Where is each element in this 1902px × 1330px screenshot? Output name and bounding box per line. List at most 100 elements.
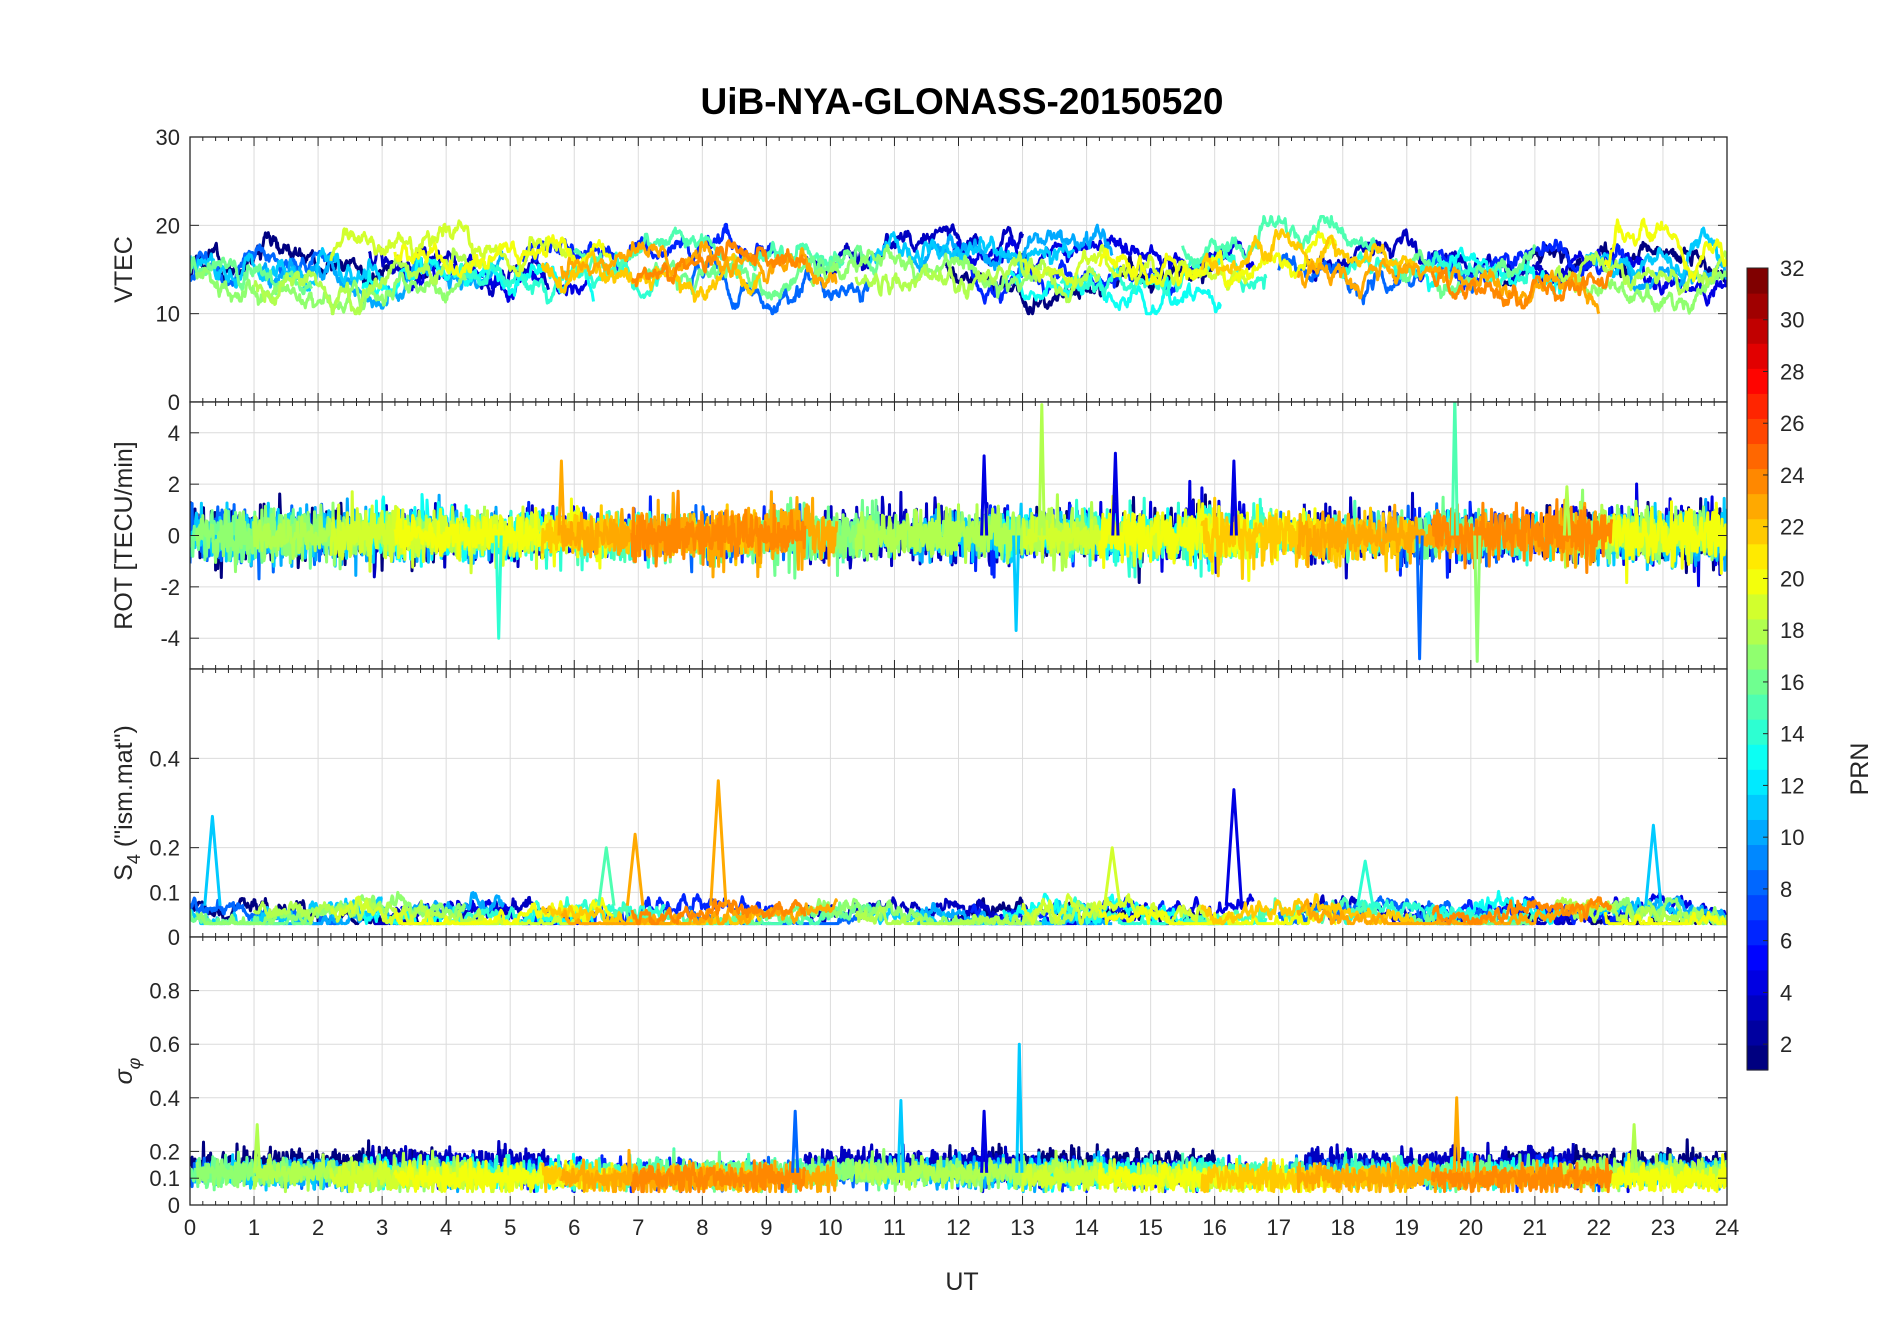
x-tick-label: 20 bbox=[1459, 1215, 1483, 1240]
colorbar-tick-label: 24 bbox=[1780, 463, 1804, 488]
colorbar-tick-label: 18 bbox=[1780, 618, 1804, 643]
colorbar-level bbox=[1747, 869, 1768, 896]
x-tick-label: 6 bbox=[568, 1215, 580, 1240]
trace-prn-17 bbox=[1571, 270, 1727, 315]
panel-sigma_phi: 00.10.2 0.4 0.6 0.8 σφ bbox=[110, 936, 1728, 1218]
spike-prn-4 bbox=[1224, 788, 1244, 906]
spike-prn-18 bbox=[1630, 1123, 1639, 1173]
spike-prn-19 bbox=[1103, 846, 1122, 906]
colorbar-level bbox=[1747, 994, 1768, 1021]
y-tick-label: 0 bbox=[168, 390, 180, 415]
y-axis-label-rot: ROT [TECU/min] bbox=[110, 441, 138, 629]
spike-prn-11 bbox=[1015, 1042, 1024, 1173]
x-tick-label: 23 bbox=[1651, 1215, 1675, 1240]
colorbar-level bbox=[1747, 518, 1768, 545]
spike-prn-23 bbox=[1452, 1096, 1461, 1173]
trace-prn-20 bbox=[1603, 910, 1727, 926]
trace-prn-20 bbox=[394, 897, 615, 926]
colorbar-level bbox=[1747, 368, 1768, 394]
panel-ticks bbox=[189, 669, 1728, 938]
colorbar-level bbox=[1747, 618, 1768, 645]
colorbar-tick-label: 6 bbox=[1780, 929, 1792, 954]
colorbar-level bbox=[1747, 568, 1768, 595]
colorbar-label: PRN bbox=[1846, 743, 1874, 796]
y-tick-label: 4 bbox=[168, 421, 180, 446]
y-tick-label: -2 bbox=[160, 575, 180, 600]
y-axis-label-subscript: 4 bbox=[124, 854, 144, 864]
colorbar-level bbox=[1747, 343, 1768, 369]
x-tick-label: 2 bbox=[312, 1215, 324, 1240]
y-tick-label: -4 bbox=[160, 626, 180, 651]
colorbar-frame bbox=[1746, 267, 1769, 1071]
spike-prn-4 bbox=[1229, 459, 1238, 536]
panel-traces bbox=[190, 215, 1727, 316]
y-tick-label: 0.4 bbox=[149, 746, 180, 771]
y-tick-label: 0.1 bbox=[149, 880, 180, 905]
x-tick-label: 4 bbox=[440, 1215, 452, 1240]
spike-prn-18 bbox=[253, 1123, 262, 1173]
colorbar-tick-label: 8 bbox=[1780, 877, 1792, 902]
colorbar-level bbox=[1747, 593, 1768, 620]
colorbar-tick-label: 22 bbox=[1780, 515, 1804, 540]
x-tick-label: 11 bbox=[883, 1215, 906, 1240]
colorbar-tick-label: 30 bbox=[1780, 308, 1804, 333]
y-tick-label: 0.8 bbox=[149, 979, 180, 1004]
colorbar-tick-label: 12 bbox=[1780, 773, 1804, 798]
trace-prn-20 bbox=[1098, 230, 1338, 289]
x-tick-label: 12 bbox=[946, 1215, 970, 1240]
spike-prn-23 bbox=[625, 832, 645, 906]
x-tick-label: 13 bbox=[1010, 1215, 1034, 1240]
y-axis-label-s4: S4 ("ism.mat") bbox=[110, 725, 144, 881]
trace-prn-24 bbox=[1430, 1155, 1614, 1194]
y-tick-label: 0.2 bbox=[149, 1139, 180, 1164]
trace-prn-24 bbox=[1430, 498, 1614, 574]
trace-prn-20 bbox=[1603, 1152, 1727, 1194]
trace-prn-22 bbox=[1200, 228, 1415, 275]
trace-prn-20 bbox=[1603, 217, 1727, 283]
spike-prn-15 bbox=[597, 846, 616, 906]
colorbar-level bbox=[1747, 794, 1768, 820]
x-tick-label: 8 bbox=[696, 1215, 708, 1240]
colorbar-level bbox=[1747, 944, 1768, 971]
colorbar-level bbox=[1747, 769, 1768, 795]
y-axis-label-vtec: VTEC bbox=[110, 236, 138, 303]
trace-prn-24 bbox=[630, 1159, 807, 1194]
x-tick-label: 19 bbox=[1395, 1215, 1419, 1240]
spike-prn-14 bbox=[1356, 859, 1375, 906]
colorbar-level bbox=[1747, 694, 1768, 720]
y-tick-label: 30 bbox=[156, 125, 180, 150]
trace-prn-18 bbox=[252, 247, 487, 316]
colorbar-tick-label: 10 bbox=[1780, 825, 1804, 850]
colorbar-level bbox=[1747, 543, 1768, 570]
y-tick-label: 0 bbox=[168, 925, 180, 950]
y-axis-label-main: S bbox=[110, 864, 138, 881]
spike-prn-8 bbox=[1415, 535, 1424, 661]
colorbar-level bbox=[1747, 894, 1768, 921]
colorbar-level bbox=[1747, 819, 1768, 846]
panel-ticks bbox=[189, 136, 1728, 403]
x-axis-label: UT bbox=[945, 1268, 978, 1296]
colorbar-level bbox=[1747, 643, 1768, 670]
spike-prn-14 bbox=[494, 535, 503, 640]
spike-prn-11 bbox=[896, 1099, 905, 1173]
colorbar-level bbox=[1747, 443, 1768, 470]
y-tick-label: 0 bbox=[168, 1193, 180, 1218]
trace-prn-24 bbox=[1430, 266, 1614, 310]
colorbar-level bbox=[1747, 719, 1768, 745]
y-axis-label-subscript: φ bbox=[124, 1057, 144, 1069]
x-tick-label: 0 bbox=[184, 1215, 196, 1240]
trace-prn-16 bbox=[190, 256, 313, 296]
panel-rot: -4 -2 0 2 4 ROT [TECU/min] bbox=[110, 401, 1728, 670]
trace-prn-13 bbox=[1002, 267, 1222, 316]
panel-vtec: 0 10 20 30 VTEC bbox=[110, 125, 1728, 415]
colorbar-level bbox=[1747, 744, 1768, 770]
x-tick-label: 24 bbox=[1715, 1215, 1739, 1240]
colorbar-tick-label: 20 bbox=[1780, 566, 1804, 591]
x-tick-label: 5 bbox=[504, 1215, 516, 1240]
y-tick-label: 2 bbox=[168, 472, 180, 497]
trace-prn-18 bbox=[854, 1149, 1101, 1193]
x-tick-label: 9 bbox=[760, 1215, 772, 1240]
